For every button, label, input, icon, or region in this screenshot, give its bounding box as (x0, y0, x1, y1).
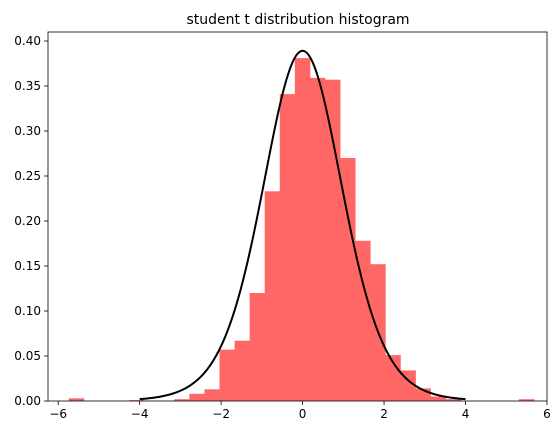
y-tick-label: 0.35 (14, 79, 41, 93)
y-tick-label: 0.25 (14, 169, 41, 183)
histogram-bar (174, 399, 190, 401)
y-tick-label: 0.05 (14, 349, 41, 363)
histogram-bar (340, 158, 356, 401)
histogram-bar (68, 398, 85, 401)
x-tick-label: 4 (462, 407, 470, 421)
chart-title: student t distribution histogram (186, 12, 409, 28)
y-tick-label: 0.40 (14, 34, 41, 48)
histogram-bar (325, 79, 341, 401)
x-tick-label: 0 (299, 407, 307, 421)
pdf-curve (139, 49, 466, 401)
histogram-bar (294, 58, 311, 401)
histogram-bar (445, 399, 462, 401)
histogram-bar (234, 340, 251, 401)
histogram-bar (264, 191, 281, 401)
histogram-bar (249, 293, 266, 401)
axes: −6 −4 −2 0 2 4 6 0.00 0.05 0.10 0.15 0.20 0.25 0.30 0.… (14, 31, 551, 421)
y-tick-label: 0.15 (14, 259, 41, 273)
x-tick-label: 2 (380, 407, 388, 421)
histogram-bar (129, 400, 145, 401)
y-tick-label: 0.10 (14, 304, 41, 318)
histogram-bar (279, 94, 296, 401)
y-tick-label: 0.30 (14, 124, 41, 138)
x-tick-label: 6 (543, 407, 551, 421)
histogram-bar (430, 396, 446, 401)
x-tick-label: −4 (131, 407, 149, 421)
x-tick-label: −2 (212, 407, 230, 421)
histogram-bar (355, 240, 371, 401)
histogram-bar (189, 393, 205, 401)
pdf-curve-layer (139, 49, 466, 401)
histogram-bar (204, 389, 220, 401)
histogram-bar (309, 77, 326, 402)
y-tick-label: 0.00 (14, 394, 41, 408)
histogram-bars (68, 58, 535, 402)
histogram-bar (518, 399, 535, 401)
axes-frame (47, 31, 548, 402)
y-tick-label: 0.20 (14, 214, 41, 228)
x-tick-label: −6 (49, 407, 67, 421)
histogram-bar (400, 370, 416, 401)
histogram-bar (219, 349, 235, 401)
